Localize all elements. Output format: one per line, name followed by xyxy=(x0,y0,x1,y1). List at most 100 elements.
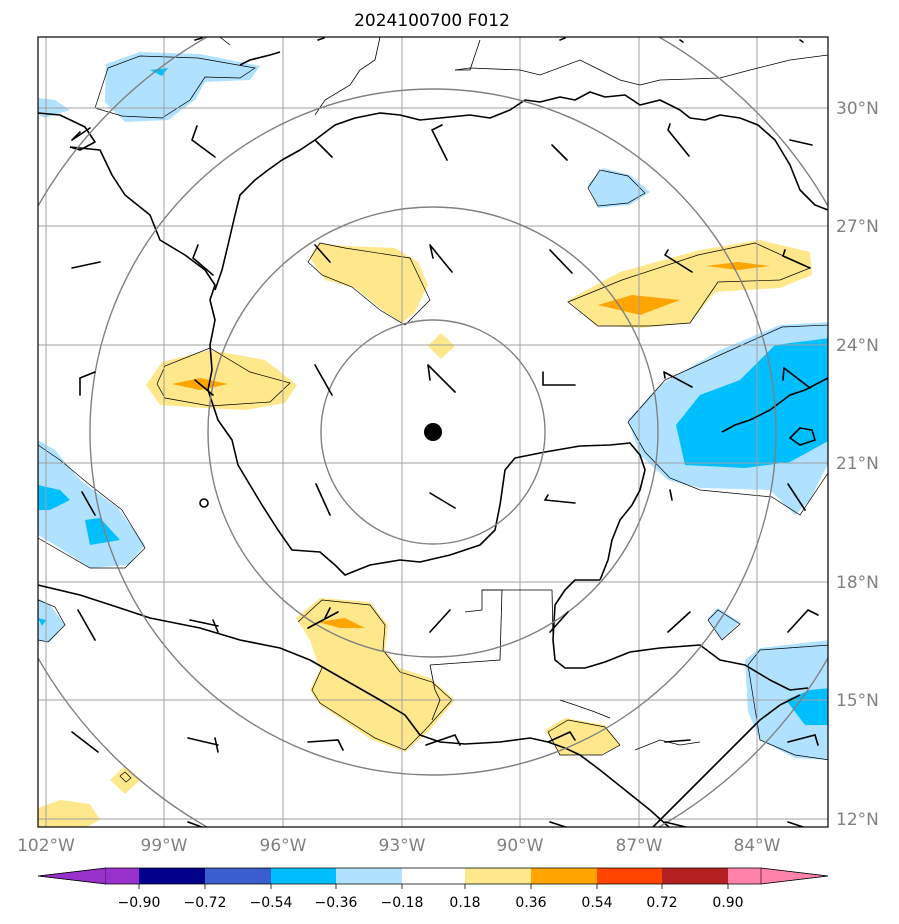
negative-anomaly-area xyxy=(38,598,65,642)
wind-barb xyxy=(543,494,576,504)
wind-barb xyxy=(669,489,673,501)
colorbar-tick-label: 0.18 xyxy=(449,895,480,911)
strong-negative-anomaly-area xyxy=(38,618,46,626)
lon-tick-labels: 102°W 99°W 96°W 93°W 90°W 87°W 84°W xyxy=(17,836,781,856)
colorbar-tick-label: 0.54 xyxy=(581,895,612,911)
wind-barb xyxy=(551,144,568,161)
colorbar-segment xyxy=(205,868,271,884)
distance-ring xyxy=(207,206,659,658)
colorbar-outline xyxy=(37,867,829,885)
colorbar-segment xyxy=(597,868,662,884)
wind-barb xyxy=(81,491,96,516)
wind-barb xyxy=(194,37,203,41)
negative-anomaly-area xyxy=(105,52,260,122)
colorbar-segment xyxy=(662,868,728,884)
lat-tick-label: 12°N xyxy=(836,810,879,830)
wind-barb xyxy=(429,609,451,633)
wind-barb xyxy=(667,611,691,633)
map-frame xyxy=(37,36,829,828)
wind-barb xyxy=(314,364,333,396)
colorbar-tick-label: −0.36 xyxy=(315,895,358,911)
colorbar-tick-label: −0.90 xyxy=(118,895,161,911)
wind-barb xyxy=(429,244,453,273)
wind-barb xyxy=(664,821,690,827)
wind-barbs xyxy=(71,37,819,827)
wind-barb xyxy=(787,821,806,827)
colorbar-extend-high xyxy=(760,867,829,885)
wind-barb xyxy=(317,37,325,41)
wind-barb xyxy=(189,619,219,633)
colorbar-tick-label: 0.36 xyxy=(515,895,546,911)
wind-barb xyxy=(315,483,331,516)
colorbar-segment xyxy=(106,868,139,884)
colorbar-tick-label: 0.72 xyxy=(646,895,677,911)
positive-anomaly-area xyxy=(310,243,428,323)
lat-tick-label: 27°N xyxy=(836,217,879,237)
wind-barb xyxy=(314,244,331,263)
negative-anomaly-area xyxy=(708,608,740,640)
wind-barb xyxy=(71,127,91,141)
wind-barb xyxy=(667,123,690,157)
strong-positive-anomaly-area xyxy=(318,618,365,628)
map-panel xyxy=(38,37,828,827)
colorbar-segment xyxy=(728,868,761,884)
wind-barb xyxy=(307,607,339,629)
wind-barb xyxy=(549,821,569,827)
wind-barb xyxy=(314,139,333,158)
wind-barb xyxy=(547,730,576,743)
wind-barb xyxy=(71,731,99,753)
wind-barb xyxy=(664,249,693,273)
lon-tick-label: 96°W xyxy=(260,836,307,856)
plot-title: 2024100700 F012 xyxy=(354,11,510,31)
positive-anomaly-area xyxy=(545,718,620,755)
distance-ring xyxy=(89,88,777,776)
wind-barb xyxy=(789,139,813,146)
wind-barb xyxy=(549,611,569,633)
wind-barb xyxy=(429,492,456,509)
colorbar-tick-label: −0.18 xyxy=(381,895,424,911)
wind-barb xyxy=(79,371,96,396)
lat-tick-label: 15°N xyxy=(836,691,879,711)
positive-anomaly-area xyxy=(110,766,140,794)
positive-anomaly-area xyxy=(296,598,455,752)
lon-tick-label: 93°W xyxy=(379,836,426,856)
wind-barb xyxy=(427,364,456,393)
coastlines xyxy=(38,51,828,827)
wind-barb xyxy=(782,249,811,269)
distance-ring xyxy=(320,319,546,545)
lon-tick-label: 99°W xyxy=(141,836,188,856)
wind-barb xyxy=(542,371,576,386)
political-borders xyxy=(219,37,828,751)
colorbar-segment xyxy=(271,868,336,884)
wind-barb xyxy=(77,609,96,641)
negative-anomaly-area xyxy=(588,168,650,208)
lon-tick-label: 90°W xyxy=(497,836,544,856)
strong-negative-anomaly-area xyxy=(676,338,828,468)
wind-barb xyxy=(192,244,214,276)
storm-center-marker xyxy=(424,423,442,441)
colorbar: −0.90 −0.72 −0.54 −0.36 −0.18 0.18 0.36 … xyxy=(37,867,829,911)
colorbar-extend-low xyxy=(37,867,107,885)
wind-barb xyxy=(187,821,205,827)
colorbar-segment xyxy=(531,868,597,884)
wind-barb xyxy=(679,39,684,43)
wind-barb xyxy=(787,483,806,511)
negative-anomaly-area xyxy=(38,440,145,568)
lon-tick-label: 84°W xyxy=(734,836,781,856)
graticule xyxy=(38,37,828,827)
lat-tick-label: 21°N xyxy=(836,454,879,474)
calm-wind-marker xyxy=(199,498,209,508)
lat-tick-label: 30°N xyxy=(836,99,879,119)
wind-barb xyxy=(549,249,573,274)
distance-rings xyxy=(38,37,828,827)
wind-barb xyxy=(425,734,461,746)
colorbar-segment xyxy=(465,868,531,884)
colorbar-segment xyxy=(139,868,205,884)
lat-tick-labels: 30°N 27°N 24°N 21°N 18°N 15°N 12°N xyxy=(836,99,879,830)
wind-barb xyxy=(71,261,101,269)
wind-barb xyxy=(187,737,219,753)
anomaly-contours xyxy=(38,55,828,783)
colorbar-tick-label: −0.54 xyxy=(250,895,293,911)
wind-barb xyxy=(664,739,691,743)
